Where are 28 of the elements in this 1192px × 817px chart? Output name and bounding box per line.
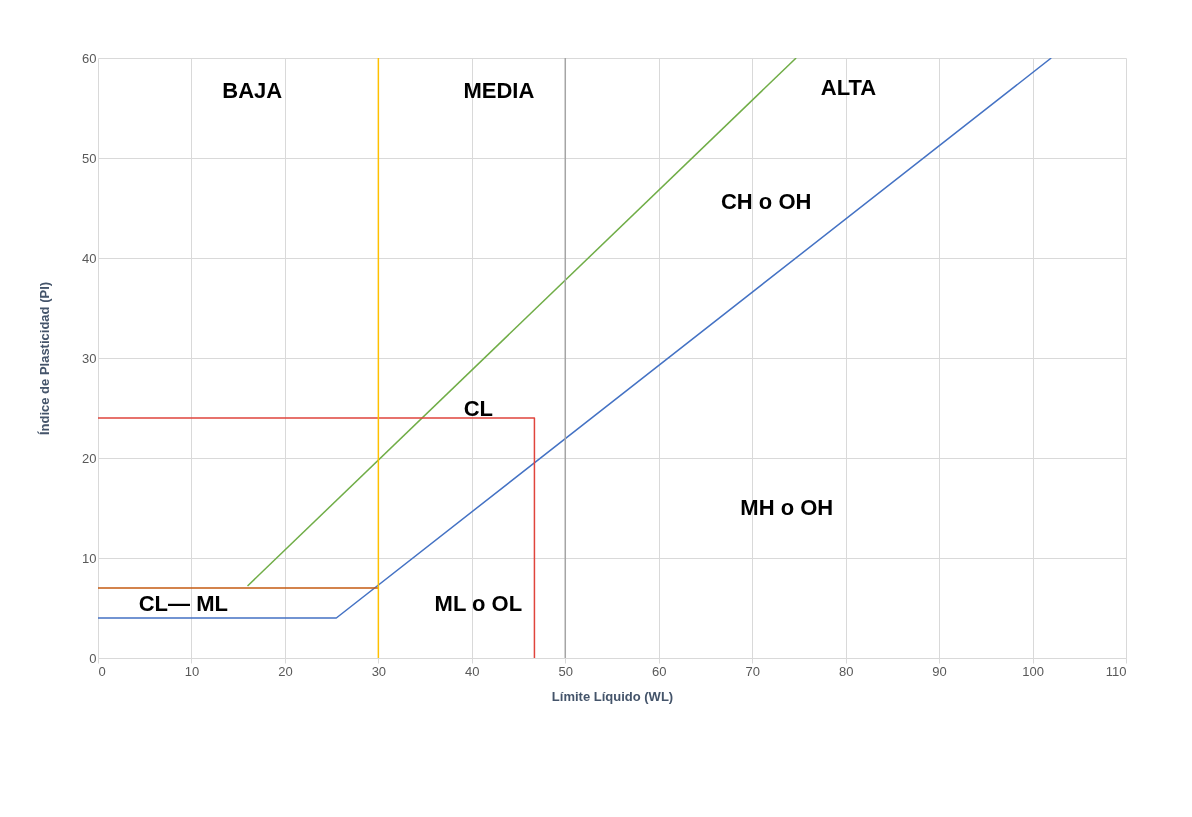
- annotation: BAJA: [222, 78, 283, 103]
- x-tick-label: 60: [651, 663, 667, 679]
- x-axis-title: Límite Líquido (WL): [551, 688, 674, 704]
- y-tick-label: 0: [89, 650, 97, 666]
- annotation: CH o OH: [720, 189, 812, 214]
- x-tick-label: 30: [371, 663, 387, 679]
- y-tick-label: 10: [82, 550, 97, 566]
- x-tick-label: 50: [558, 663, 574, 679]
- y-tick-label: 30: [82, 350, 97, 366]
- x-tick-label: 90: [932, 663, 947, 679]
- x-tick-label: 20: [278, 663, 293, 679]
- y-tick-label: 20: [82, 450, 97, 466]
- annotation: MH o OH: [740, 495, 834, 520]
- x-tick-label: 10: [184, 663, 200, 679]
- y-tick-label: 40: [82, 250, 97, 266]
- annotation: MEDIA: [463, 78, 535, 103]
- x-tick-label: 70: [745, 663, 760, 679]
- x-tick-label: 40: [465, 663, 480, 679]
- x-tick-label: 100: [1022, 663, 1044, 679]
- annotation: CL: [463, 396, 494, 421]
- y-axis-title: Índice de Plasticidad (PI): [37, 281, 53, 436]
- annotation: ALTA: [820, 75, 877, 100]
- y-tick-label: 50: [82, 150, 97, 166]
- annotation: CL— ML: [138, 591, 228, 616]
- x-tick-label: 80: [838, 663, 854, 679]
- annotation: ML o OL: [434, 591, 523, 616]
- x-tick-label: 110: [1105, 663, 1127, 679]
- y-tick-label: 60: [82, 50, 97, 66]
